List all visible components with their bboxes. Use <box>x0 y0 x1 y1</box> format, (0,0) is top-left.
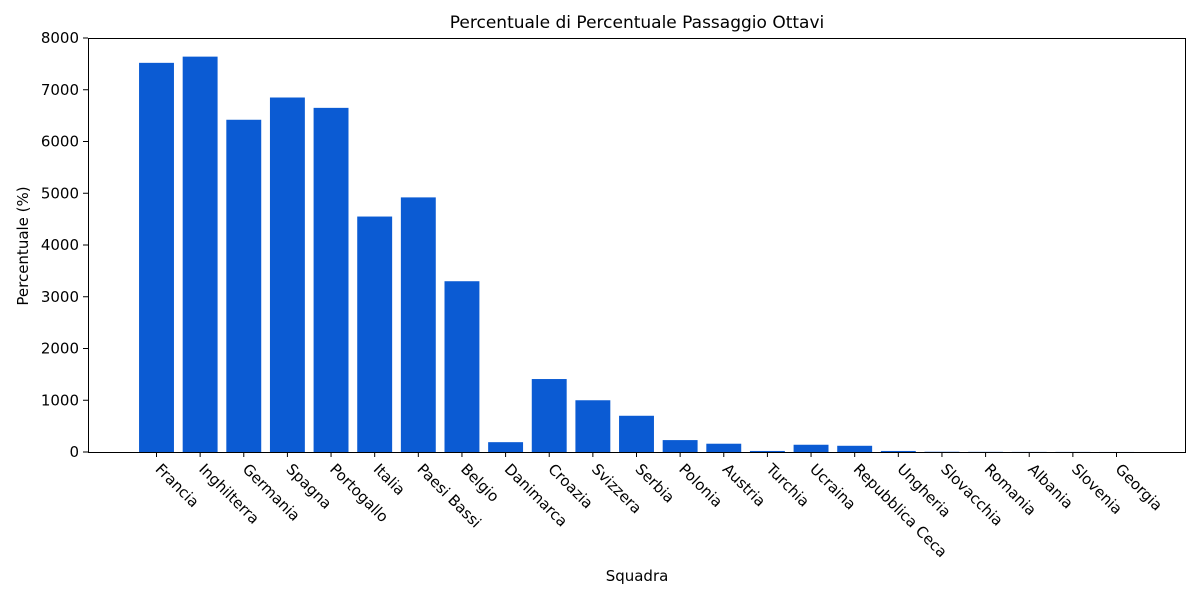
bar-italia <box>357 216 393 452</box>
bar-turchia <box>749 450 785 452</box>
y-tick-label: 8000 <box>41 29 79 47</box>
x-tick-label: Polonia <box>675 460 726 511</box>
y-tick-label: 7000 <box>41 81 79 99</box>
bar-paesi-bassi <box>400 197 436 452</box>
x-tick-label: Italia <box>370 460 409 499</box>
bar-inghilterra <box>182 56 218 452</box>
x-tick-label: Ucraina <box>806 460 859 513</box>
x-tick-label: Francia <box>152 460 203 511</box>
chart-title: Percentuale di Percentuale Passaggio Ott… <box>450 13 824 33</box>
y-axis-label: Percentuale (%) <box>14 186 32 305</box>
x-tick-label: Austria <box>719 460 769 510</box>
bar-ucraina <box>793 444 829 452</box>
y-tick-label: 4000 <box>41 236 79 254</box>
bar-serbia <box>619 415 654 452</box>
bar-austria <box>706 443 742 452</box>
bar-belgio <box>444 281 480 452</box>
x-axis: FranciaInghilterraGermaniaSpagnaPortogal… <box>152 452 1166 561</box>
bar-croazia <box>531 379 567 452</box>
bar-ungheria <box>880 450 916 452</box>
y-tick-label: 1000 <box>41 391 79 409</box>
y-axis: 0 1000 2000 3000 4000 5000 6000 7000 8000 <box>41 29 88 461</box>
bar-repubblica-ceca <box>837 445 873 452</box>
bar-germania <box>226 119 262 452</box>
y-tick-label: 2000 <box>41 340 79 358</box>
y-tick-label: 6000 <box>41 133 79 151</box>
bar-spagna <box>269 97 305 452</box>
bars-group <box>139 56 1134 453</box>
bar-danimarca <box>488 442 524 452</box>
bar-svizzera <box>575 400 611 452</box>
x-tick-label: Turchia <box>762 459 813 510</box>
bar-polonia <box>662 440 698 452</box>
y-tick-label: 3000 <box>41 288 79 306</box>
bar-francia <box>139 62 174 453</box>
x-axis-label: Squadra <box>606 567 669 585</box>
y-tick-label: 5000 <box>41 184 79 202</box>
y-tick-label: 0 <box>69 443 79 461</box>
bar-portogallo <box>313 107 349 453</box>
